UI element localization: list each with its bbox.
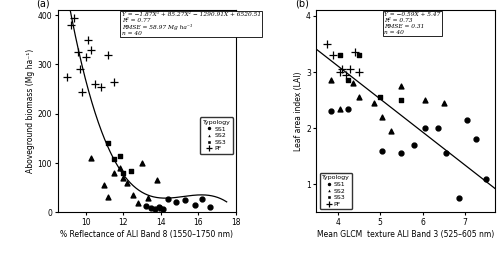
Point [421, 98, 429, 102]
Point [104, 52, 112, 57]
Point [346, 67, 354, 71]
Point [96, 85, 104, 89]
Point [410, 143, 418, 147]
Point [370, 101, 378, 105]
Legend: SS1, SS2, SS3, PF: SS1, SS2, SS3, PF [200, 118, 233, 154]
Point [198, 197, 206, 201]
Point [84, 38, 92, 42]
Point [110, 80, 118, 84]
Point [336, 70, 344, 74]
Point [336, 106, 344, 111]
Point [378, 115, 386, 119]
Point [378, 149, 386, 153]
Point [120, 176, 128, 180]
Point [455, 196, 463, 200]
Text: (a): (a) [36, 0, 50, 8]
Point [328, 78, 336, 82]
Point [472, 137, 480, 142]
Point [355, 53, 363, 57]
Point [128, 193, 136, 197]
Point [434, 126, 442, 130]
Point [116, 154, 124, 158]
Point [464, 118, 471, 122]
Point [344, 78, 352, 82]
Point [348, 81, 356, 85]
Point [142, 204, 150, 208]
Point [336, 53, 344, 57]
Point [151, 207, 159, 211]
Point [88, 156, 96, 160]
Point [350, 50, 358, 55]
Point [190, 202, 198, 207]
Point [355, 95, 363, 99]
Point [159, 207, 167, 211]
Point [482, 177, 490, 181]
Point [104, 141, 112, 145]
Point [78, 90, 86, 94]
Point [148, 206, 156, 210]
Point [127, 168, 135, 173]
Point [323, 42, 331, 46]
Point [442, 152, 450, 156]
Text: Y = −1.87X³ + 85.27X² − 1290.91X + 6520.51
R² = 0.77
RMSE = 58.97 Mg ha⁻¹
n = 40: Y = −1.87X³ + 85.27X² − 1290.91X + 6520.… [122, 12, 261, 36]
Point [398, 152, 406, 156]
X-axis label: % Reflectance of ALI Band 8 (1550–1750 nm): % Reflectance of ALI Band 8 (1550–1750 n… [60, 230, 234, 239]
Point [398, 98, 406, 102]
Point [74, 50, 82, 54]
Point [110, 157, 118, 161]
Point [110, 171, 118, 175]
Point [88, 48, 96, 52]
Point [421, 126, 429, 130]
Point [206, 205, 214, 209]
Point [123, 181, 131, 185]
Point [138, 161, 146, 165]
Point [66, 23, 74, 27]
Point [116, 166, 124, 170]
Text: (b): (b) [295, 0, 309, 8]
Point [440, 101, 448, 105]
Point [342, 73, 350, 77]
X-axis label: Mean GLCM  texture ALI Band 3 (525–605 nm): Mean GLCM texture ALI Band 3 (525–605 nm… [317, 230, 494, 239]
Point [376, 95, 384, 99]
Point [344, 106, 352, 111]
Point [76, 67, 84, 71]
Point [82, 55, 90, 59]
Y-axis label: Aboveground biomass (Mg ha⁻¹): Aboveground biomass (Mg ha⁻¹) [26, 49, 35, 174]
Point [120, 171, 128, 175]
Point [330, 53, 338, 57]
Point [182, 198, 190, 202]
Legend: SS1, SS2, SS3, PF: SS1, SS2, SS3, PF [320, 173, 352, 209]
Point [172, 200, 180, 204]
Point [144, 196, 152, 200]
Point [153, 178, 161, 183]
Point [104, 195, 112, 199]
Point [157, 206, 165, 210]
Text: Y = −0.59X + 5.47
R² = 0.73
RMSE = 0.31
n = 40: Y = −0.59X + 5.47 R² = 0.73 RMSE = 0.31 … [384, 12, 440, 35]
Point [100, 183, 108, 187]
Point [63, 75, 71, 79]
Point [134, 200, 142, 205]
Point [387, 129, 395, 133]
Point [164, 197, 172, 201]
Point [91, 82, 99, 86]
Y-axis label: Leaf area index (LAI): Leaf area index (LAI) [294, 72, 303, 151]
Point [155, 205, 163, 209]
Point [338, 67, 346, 71]
Point [70, 16, 78, 20]
Point [328, 109, 336, 113]
Point [355, 70, 363, 74]
Point [398, 84, 406, 88]
